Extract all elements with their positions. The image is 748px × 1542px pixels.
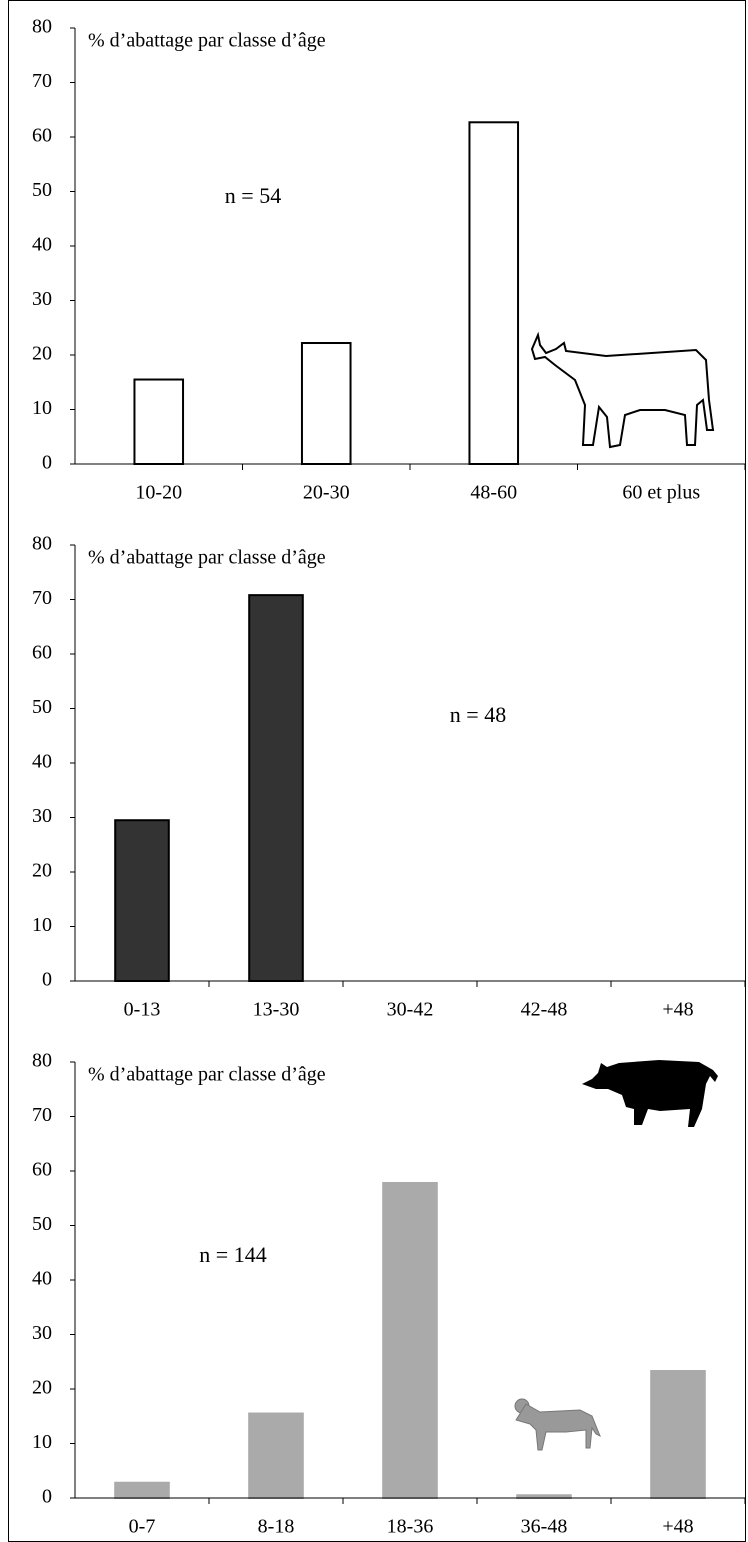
x-tick-label: 10-20 xyxy=(135,482,182,504)
frame xyxy=(9,1,746,1542)
bar xyxy=(249,595,303,981)
chart-title: % d’abattage par classe d’âge xyxy=(88,1064,326,1086)
ram-icon xyxy=(515,1399,600,1450)
y-tick-label: 50 xyxy=(32,179,52,201)
pig-icon xyxy=(582,1060,718,1127)
x-tick-label: 36-48 xyxy=(521,1516,568,1538)
x-tick-label: 20-30 xyxy=(303,482,350,504)
y-tick-label: 80 xyxy=(32,533,52,555)
chart-title: % d’abattage par classe d’âge xyxy=(88,547,326,569)
annotation: n = 54 xyxy=(225,183,281,208)
y-tick-label: 60 xyxy=(32,642,52,664)
x-tick-label: 30-42 xyxy=(387,999,434,1021)
x-tick-label: 48-60 xyxy=(470,482,517,504)
y-tick-label: 70 xyxy=(32,70,52,92)
y-tick-label: 30 xyxy=(32,1322,52,1344)
bar xyxy=(115,1483,169,1498)
y-tick-label: 40 xyxy=(32,234,52,256)
y-tick-label: 50 xyxy=(32,696,52,718)
x-tick-label: +48 xyxy=(662,1516,693,1538)
x-tick-label: 13-30 xyxy=(253,999,300,1021)
y-tick-label: 10 xyxy=(32,397,52,419)
y-tick-label: 30 xyxy=(32,805,52,827)
bar xyxy=(249,1414,303,1498)
y-tick-label: 40 xyxy=(32,751,52,773)
y-tick-label: 70 xyxy=(32,1104,52,1126)
bar xyxy=(115,820,169,981)
bar xyxy=(383,1183,437,1498)
bar xyxy=(134,380,183,464)
x-tick-label: +48 xyxy=(662,999,693,1021)
y-tick-label: 70 xyxy=(32,587,52,609)
bar xyxy=(469,122,518,464)
y-tick-label: 30 xyxy=(32,288,52,310)
chart-title: % d’abattage par classe d’âge xyxy=(88,30,326,52)
y-tick-label: 0 xyxy=(42,1486,52,1508)
x-tick-label: 60 et plus xyxy=(622,482,700,504)
cow-icon xyxy=(532,335,713,447)
x-tick-label: 0-7 xyxy=(129,1516,156,1538)
y-tick-label: 80 xyxy=(32,1050,52,1072)
figure: 0 10 20 30 40 50 60 70 80 0-7 8-18 18-36 36-48 +48 % d… xyxy=(0,0,748,1542)
chart: 0 10 20 30 40 50 60 70 80 10-20 20-30 48-60 60 et pl… xyxy=(32,16,745,504)
y-tick-label: 0 xyxy=(42,969,52,991)
y-tick-label: 10 xyxy=(32,1431,52,1453)
x-tick-label: 42-48 xyxy=(521,999,568,1021)
bar xyxy=(651,1371,705,1498)
y-tick-label: 60 xyxy=(32,125,52,147)
y-tick-label: 20 xyxy=(32,860,52,882)
y-tick-label: 0 xyxy=(42,452,52,474)
y-tick-label: 40 xyxy=(32,1268,52,1290)
y-tick-label: 50 xyxy=(32,1213,52,1235)
annotation: n = 144 xyxy=(199,1242,266,1267)
y-tick-label: 60 xyxy=(32,1159,52,1181)
x-tick-label: 0-13 xyxy=(124,999,161,1021)
y-tick-label: 20 xyxy=(32,1377,52,1399)
y-tick-label: 20 xyxy=(32,343,52,365)
y-tick-label: 80 xyxy=(32,16,52,38)
x-tick-label: 8-18 xyxy=(258,1516,295,1538)
chart: 0 10 20 30 40 50 60 70 80 0-13 13-30 30-42 42-48 +48%… xyxy=(32,533,745,1021)
bar xyxy=(302,343,351,464)
annotation: n = 48 xyxy=(450,702,506,727)
x-tick-label: 18-36 xyxy=(387,1516,434,1538)
y-tick-label: 10 xyxy=(32,914,52,936)
